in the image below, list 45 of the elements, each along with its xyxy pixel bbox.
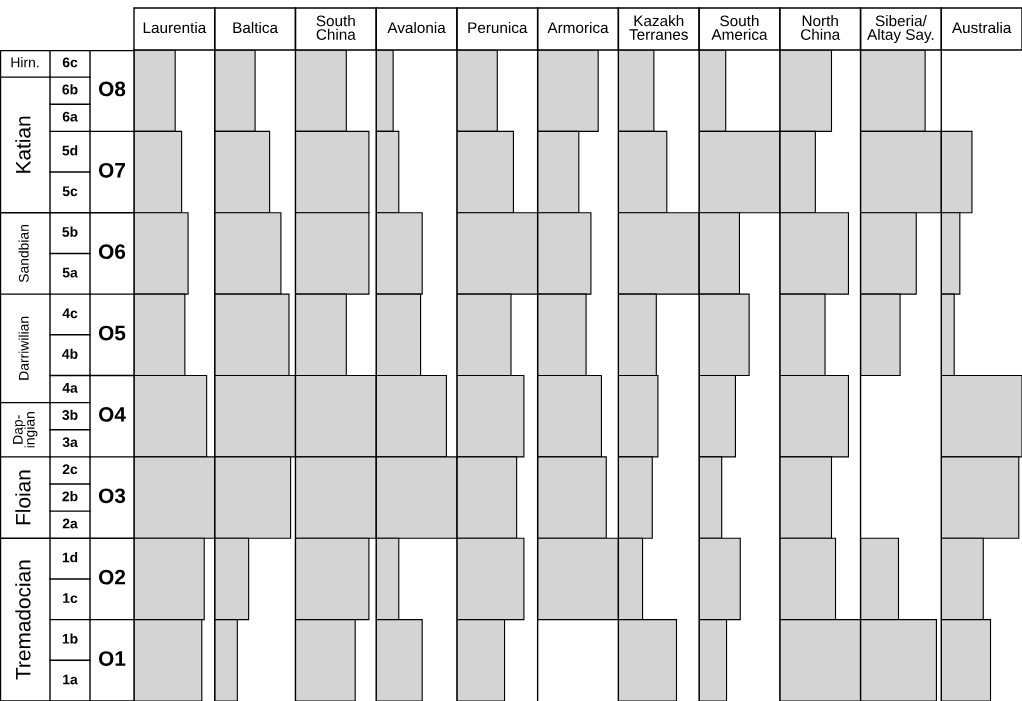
chart-title: Laurentia bbox=[143, 21, 207, 34]
text: O3 bbox=[98, 488, 126, 504]
text: 5d bbox=[62, 145, 78, 156]
text: 4a bbox=[62, 383, 78, 393]
text: O2 bbox=[98, 569, 126, 585]
text: 2b bbox=[62, 491, 78, 502]
text: Floian bbox=[15, 470, 31, 525]
text: Dap- ingian bbox=[13, 412, 38, 448]
chart-title: Kazakh Terranes bbox=[629, 15, 688, 40]
chart-title: North China bbox=[801, 15, 841, 40]
text: 6c bbox=[62, 57, 78, 68]
text: 6a bbox=[62, 111, 78, 122]
chart-title: Avalonia bbox=[387, 21, 446, 34]
text: Darriwilian bbox=[18, 316, 29, 380]
text: O5 bbox=[98, 325, 126, 341]
text: 1c bbox=[63, 593, 78, 604]
chart-title: Australia bbox=[951, 21, 1012, 34]
text: O6 bbox=[98, 244, 126, 260]
text: Hirn. bbox=[11, 57, 39, 68]
text: O7 bbox=[98, 162, 125, 178]
text: 4b bbox=[62, 348, 78, 359]
text: 6b bbox=[62, 84, 78, 95]
text: O4 bbox=[98, 407, 126, 422]
text: 5c bbox=[62, 186, 78, 197]
text: 3a bbox=[62, 437, 78, 448]
text: Sandbian bbox=[18, 224, 29, 283]
text: 3b bbox=[62, 409, 78, 420]
text: 1a bbox=[63, 674, 78, 685]
text: O1 bbox=[98, 651, 126, 666]
text: 2a bbox=[62, 518, 78, 529]
chart-title: Siberia/ Altay Say. bbox=[867, 15, 934, 43]
text: 1d bbox=[62, 552, 78, 563]
chart-title: Baltica bbox=[233, 21, 279, 34]
chart-title: Perunica bbox=[468, 21, 528, 34]
text: 5a bbox=[62, 267, 78, 278]
text: Tremadocian bbox=[15, 560, 31, 680]
text: Katian bbox=[15, 116, 31, 173]
chart-title: South America bbox=[711, 15, 768, 40]
text: 2c bbox=[62, 464, 78, 475]
text: 1b bbox=[62, 633, 78, 644]
text: O8 bbox=[98, 81, 126, 97]
chart-title: South China bbox=[316, 15, 356, 40]
text: 5b bbox=[62, 226, 78, 237]
chart-title: Armorica bbox=[547, 21, 609, 34]
text: 4c bbox=[62, 308, 78, 319]
